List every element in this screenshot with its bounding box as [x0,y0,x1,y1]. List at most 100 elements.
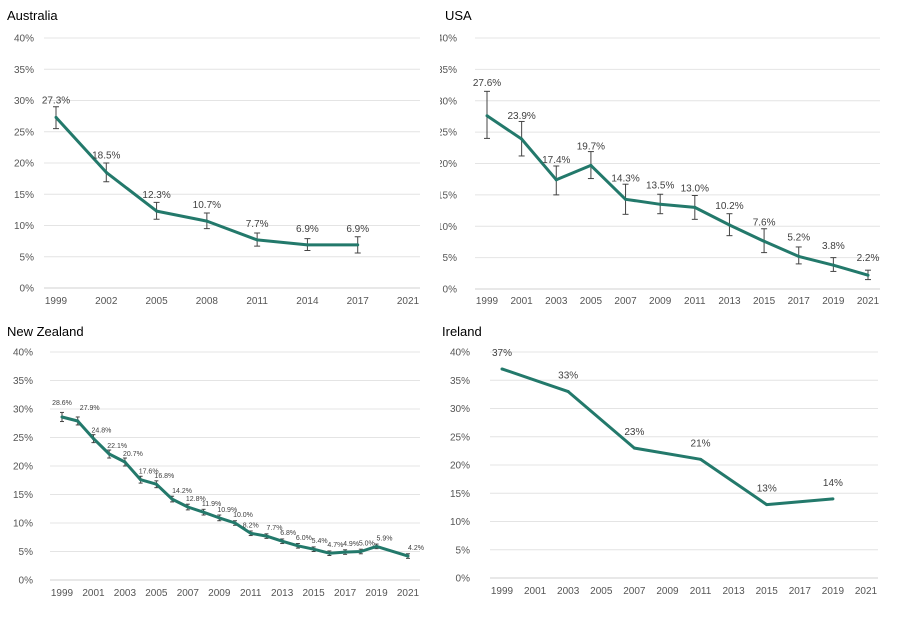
data-point [375,544,379,548]
x-tick-label: 2007 [614,296,637,307]
data-label: 6.0% [296,535,312,542]
plot-area: 0% 5% 10% 15% 20% 25% 30% 35% 40% 1999 2001 2003 200… [450,348,878,597]
data-point [500,367,504,371]
data-label: 4.9% [343,541,359,548]
x-tick-label: 2011 [246,296,268,307]
x-tick-label: 2011 [690,586,712,597]
y-tick-label: 10% [13,519,33,530]
data-label: 37% [492,348,512,359]
plot-area: 0% 5% 10% 15% 20% 25% 30% 35% 40% 1999 2001 2003 200… [13,348,424,600]
data-point [312,547,316,551]
x-tick-label: 2011 [684,296,706,307]
y-tick-label: 10% [14,221,34,232]
x-tick-label: 1999 [491,586,514,597]
data-label: 12.8% [186,496,206,503]
data-point [658,202,662,206]
y-tick-label: 25% [14,127,34,138]
data-label: 13.0% [681,183,709,194]
x-tick-label: 2019 [822,586,845,597]
data-label: 10.0% [233,512,253,519]
data-label: 23% [624,427,644,438]
data-point [762,239,766,243]
x-tick-label: 2007 [623,586,646,597]
y-tick-label: 40% [450,348,470,359]
series-line [501,367,834,507]
data-point [797,254,801,258]
series-line [486,114,869,277]
data-label: 27.9% [80,405,100,412]
data-label: 8.2% [243,522,259,529]
data-point [280,539,284,543]
data-label: 5.9% [377,535,393,542]
data-label: 12.3% [142,190,170,201]
data-point [249,531,253,535]
x-tick-label: 2017 [789,586,812,597]
data-point [170,497,174,501]
data-label: 5.0% [359,541,375,548]
y-tick-label: 20% [13,462,33,473]
data-point [356,243,360,247]
y-tick-label: 35% [450,376,470,387]
x-tick-label: 2019 [822,296,845,307]
chart-australia: Australia 0% 5% 10% 15% 20% 25% 30% 35% 40% 1999 2… [0,0,440,312]
y-tick-label: 35% [440,65,457,76]
data-point [359,550,363,553]
y-tick-label: 15% [13,490,33,501]
data-point [255,238,259,242]
data-label: 7.6% [753,217,776,228]
y-tick-label: 15% [440,190,457,201]
data-label: 6.9% [346,224,369,235]
x-tick-label: 2021 [397,296,420,307]
y-tick-label: 5% [19,547,34,558]
x-tick-label: 2001 [82,588,105,599]
y-tick-label: 30% [450,404,470,415]
data-point [632,446,636,450]
data-label: 27.3% [42,95,70,106]
chart-usa: USA 0% 5% 10% 15% 20% 25% 30% 35% 40% 1999 2001 200… [440,0,880,312]
plot-area: 0% 5% 10% 15% 20% 25% 30% 35% 40% 1999 2002 2005 200… [14,34,420,307]
data-label: 3.8% [822,241,845,252]
x-tick-label: 2019 [365,588,388,599]
x-tick-label: 2003 [557,586,580,597]
y-tick-label: 15% [14,190,34,201]
data-label: 5.4% [312,538,328,545]
x-tick-label: 2001 [524,586,547,597]
data-point [264,534,268,538]
data-label: 5.2% [787,232,810,243]
data-label: 17.6% [139,469,159,476]
data-label: 17.4% [542,155,570,166]
data-label: 11.9% [202,501,221,508]
y-tick-label: 15% [450,489,470,500]
x-tick-label: 1999 [45,296,68,307]
y-tick-label: 0% [19,576,34,587]
y-tick-label: 0% [456,574,471,585]
data-point [327,551,331,555]
chart-title: Ireland [442,324,482,339]
x-tick-label: 2002 [95,296,118,307]
chart-new-zealand: New Zealand 0% 5% 10% 15% 20% 25% 30% 35% 40% 199… [0,320,440,622]
data-point [624,197,628,201]
data-label: 23.9% [507,111,535,122]
data-label: 13% [757,484,777,495]
x-tick-label: 2007 [177,588,200,599]
x-tick-label: 2011 [240,588,262,599]
x-tick-label: 2005 [580,296,603,307]
data-label: 7.7% [246,219,269,230]
data-point [343,550,347,554]
y-tick-label: 25% [13,433,33,444]
x-tick-label: 2015 [753,296,776,307]
x-tick-label: 2021 [855,586,878,597]
data-point [155,209,159,213]
y-tick-label: 5% [20,252,35,263]
y-tick-label: 40% [14,34,34,45]
x-tick-label: 2013 [271,588,294,599]
x-tick-label: 2021 [857,296,880,307]
y-tick-label: 30% [14,96,34,107]
data-point [589,163,593,167]
data-label: 14.2% [172,488,192,495]
x-tick-label: 2013 [723,586,746,597]
data-point [217,516,221,520]
series-line [61,415,409,558]
data-label: 6.9% [296,224,319,235]
x-tick-label: 2013 [718,296,741,307]
